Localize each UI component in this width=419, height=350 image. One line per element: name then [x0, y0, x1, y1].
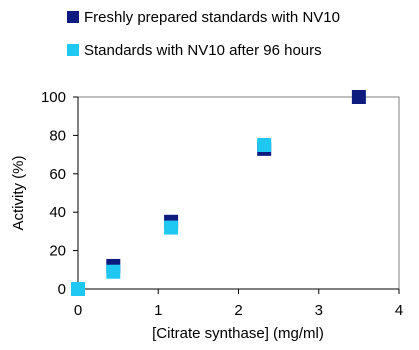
legend: Freshly prepared standards with NV10 Sta…	[67, 9, 340, 59]
x-tick-label: 0	[74, 302, 82, 319]
data-point-96h	[164, 220, 179, 235]
y-tick-label: 0	[58, 281, 66, 298]
y-tick-label: 80	[49, 127, 66, 144]
data-point-96h	[257, 138, 272, 152]
ticks: 0 20 40 60 80 100 0 1 2 3 4	[41, 89, 403, 319]
x-tick-label: 4	[395, 302, 403, 319]
data-point-96h	[71, 282, 85, 296]
x-tick-label: 1	[154, 302, 162, 319]
y-axis-title: Activity (%)	[10, 155, 27, 230]
y-tick-label: 60	[49, 166, 66, 183]
legend-label-96h: Standards with NV10 after 96 hours	[84, 42, 322, 59]
data-marks	[71, 90, 366, 296]
data-point-96h	[106, 264, 121, 279]
plot-area	[77, 96, 400, 290]
x-tick-label: 3	[315, 302, 323, 319]
legend-marker-fresh	[67, 11, 79, 23]
legend-marker-96h	[67, 44, 79, 56]
x-tick-label: 2	[234, 302, 242, 319]
data-point-fresh	[351, 90, 366, 104]
y-tick-label: 20	[49, 243, 66, 260]
y-tick-label: 40	[49, 204, 66, 221]
y-tick-label: 100	[41, 89, 66, 106]
legend-label-fresh: Freshly prepared standards with NV10	[84, 9, 340, 26]
x-axis-title: [Citrate synthase] (mg/ml)	[152, 325, 324, 342]
